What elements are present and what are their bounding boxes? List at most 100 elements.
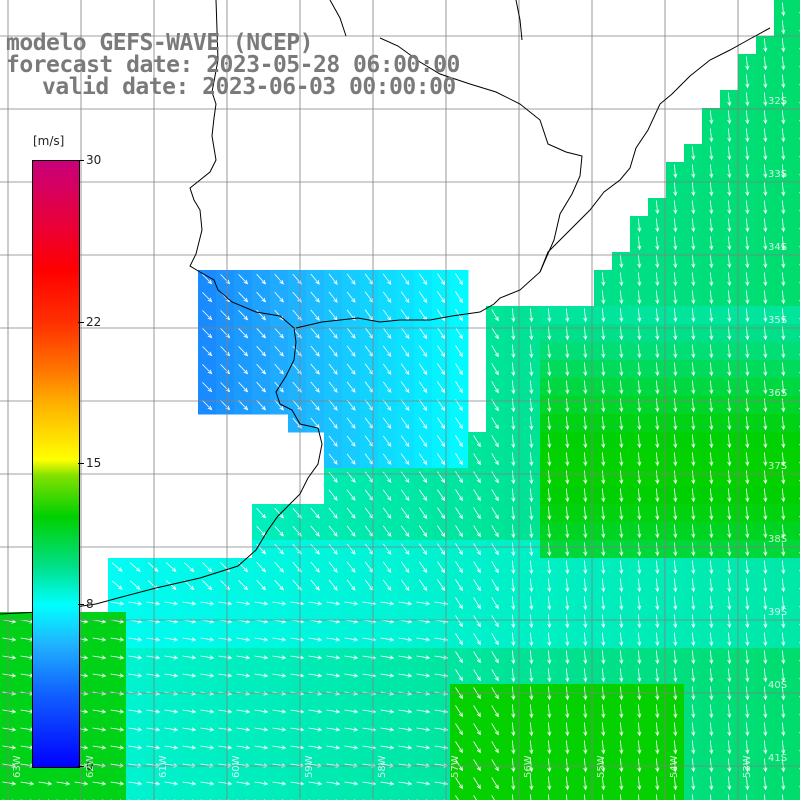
wind-arrow	[781, 632, 786, 647]
wind-arrow	[601, 506, 606, 521]
wind-arrow	[455, 543, 464, 556]
wind-arrow	[2, 655, 17, 660]
wind-arrow	[529, 668, 534, 683]
colorbar-tick-mark	[78, 766, 84, 767]
wind-arrow	[455, 273, 464, 286]
wind-arrow	[400, 273, 410, 286]
wind-arrow	[2, 727, 17, 732]
wind-arrow	[473, 633, 481, 646]
wind-arrow	[781, 668, 786, 683]
wind-arrow	[272, 745, 287, 750]
colorbar-tick-mark	[78, 604, 84, 606]
wind-arrow	[547, 434, 552, 449]
forecast-date: forecast date: 2023-05-28 06:00:00	[6, 52, 460, 78]
wind-arrow	[691, 776, 696, 791]
wind-arrow	[709, 416, 714, 431]
wind-arrow	[328, 291, 338, 303]
wind-cell	[54, 792, 73, 800]
wind-arrow	[727, 722, 732, 737]
wind-arrow	[673, 434, 678, 449]
wind-cell	[540, 792, 559, 800]
wind-arrow	[382, 291, 392, 303]
wind-arrow	[346, 543, 356, 555]
wind-arrow	[691, 254, 696, 269]
wind-arrow	[584, 794, 586, 800]
wind-arrow	[128, 637, 143, 642]
wind-arrow	[328, 381, 338, 393]
wind-arrow	[565, 308, 570, 323]
wind-arrow	[473, 597, 481, 610]
wind-arrow	[673, 578, 678, 593]
wind-arrow	[218, 727, 233, 732]
wind-arrow	[601, 704, 606, 719]
wind-arrow	[491, 543, 499, 556]
wind-arrow	[455, 453, 464, 466]
wind-arrow	[781, 128, 786, 143]
wind-arrow	[310, 579, 320, 591]
wind-arrow	[164, 655, 179, 660]
wind-arrow	[745, 308, 750, 323]
wind-arrow	[328, 489, 338, 501]
wind-arrow	[418, 327, 428, 340]
wind-arrow	[673, 542, 678, 557]
wind-arrow	[511, 524, 516, 539]
wind-arrow	[637, 254, 642, 269]
wind-arrow	[344, 655, 359, 660]
wind-arrow	[709, 236, 714, 251]
longitude-label: 55W	[596, 755, 607, 778]
wind-arrow	[601, 380, 606, 395]
wind-arrow	[763, 56, 768, 71]
wind-arrow	[529, 776, 534, 791]
wind-arrow	[236, 709, 251, 714]
wind-arrow	[254, 781, 269, 786]
wind-arrow	[727, 776, 732, 791]
wind-arrow	[601, 434, 606, 449]
wind-arrow	[673, 200, 678, 215]
latitude-label: 37S	[768, 461, 788, 472]
wind-arrow	[238, 580, 249, 591]
wind-cell	[792, 108, 800, 127]
wind-arrow	[655, 380, 660, 395]
wind-arrow	[601, 776, 606, 791]
wind-arrow	[290, 781, 305, 786]
wind-arrow	[655, 524, 660, 539]
wind-arrow	[382, 273, 392, 285]
wind-arrow	[763, 362, 768, 377]
wind-arrow	[416, 781, 431, 786]
wind-cell	[792, 0, 800, 19]
wind-arrow	[274, 291, 284, 303]
wind-arrow	[763, 704, 768, 719]
wind-arrow	[583, 416, 588, 431]
wind-arrow	[511, 632, 516, 647]
wind-arrow	[601, 344, 606, 359]
wind-arrow	[673, 236, 678, 251]
wind-arrow	[655, 326, 660, 341]
wind-arrow	[763, 524, 768, 539]
wind-arrow	[529, 326, 534, 341]
wind-arrow	[655, 272, 660, 287]
wind-arrow	[673, 326, 678, 341]
wind-arrow	[437, 435, 446, 448]
wind-arrow	[727, 740, 732, 755]
wind-arrow	[763, 236, 768, 251]
wind-arrow	[455, 795, 459, 800]
wind-arrow	[256, 525, 267, 537]
wind-arrow	[763, 776, 768, 791]
wind-cell	[792, 378, 800, 397]
wind-arrow	[547, 776, 552, 791]
wind-arrow	[346, 417, 356, 429]
wind-arrow	[56, 781, 71, 786]
wind-arrow	[238, 274, 249, 285]
wind-arrow	[146, 727, 161, 732]
wind-arrow	[529, 506, 534, 521]
wind-arrow	[727, 416, 732, 431]
wind-arrow	[637, 704, 642, 719]
wind-arrow	[511, 362, 516, 377]
wind-arrow	[547, 758, 552, 773]
wind-arrow	[781, 326, 786, 341]
wind-arrow	[328, 579, 338, 591]
wind-arrow	[473, 777, 481, 790]
wind-cell	[756, 792, 775, 800]
wind-arrow	[308, 655, 323, 660]
